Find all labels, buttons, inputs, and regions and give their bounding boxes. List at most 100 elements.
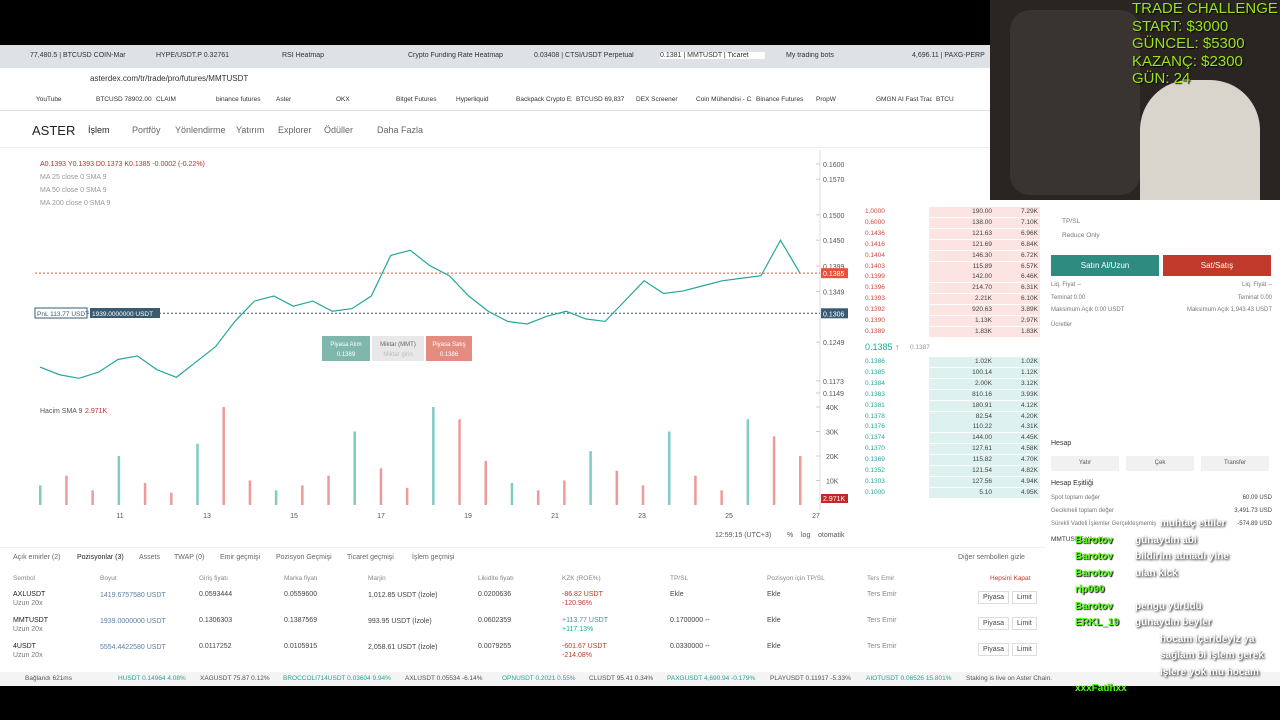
price-tick-label: 0.1450	[823, 238, 845, 245]
position-cell[interactable]: Ekle	[670, 591, 684, 598]
indicator: MA 25 close 0 SMA 9	[40, 174, 107, 181]
bookmark[interactable]: GMGN AI Fast Trade	[876, 96, 932, 103]
position-tab[interactable]: Pozisyonlar (3)	[77, 554, 124, 561]
book-row[interactable]: 1.0000 190.00 7.29K	[855, 207, 1040, 217]
book-row[interactable]: 0.1381 180.91 4.12K	[855, 400, 1040, 411]
nav-item[interactable]: Daha Fazla	[377, 125, 424, 135]
hide-others[interactable]: Diğer sembolleri gizle	[958, 554, 1025, 561]
position-cell[interactable]: Ekle	[767, 591, 781, 598]
bookmark[interactable]: CLAIM	[156, 96, 176, 103]
book-row[interactable]: 0.1369 115.82 4.70K	[855, 455, 1040, 466]
book-price: 0.1303	[865, 477, 885, 485]
position-tab[interactable]: Ticaret geçmişi	[347, 554, 394, 561]
bookmark[interactable]: BTCUSD 78902.00	[96, 96, 152, 103]
bookmark[interactable]: DEX Screener	[636, 96, 678, 103]
position-tab[interactable]: İşlem geçmişi	[412, 554, 455, 561]
tab[interactable]: 4,696.11 | PAXG-PERP	[912, 52, 985, 59]
bookmark[interactable]: binance futures	[216, 96, 261, 103]
size-box	[90, 308, 160, 318]
position-cell[interactable]: Limit	[1012, 591, 1037, 604]
bookmark[interactable]: Backpack Crypto Ex...	[516, 96, 572, 103]
nav-item[interactable]: Yatırım	[236, 125, 265, 135]
book-row[interactable]: 0.1376 110.22 4.31K	[855, 422, 1040, 433]
account-button[interactable]: Transfer	[1201, 456, 1269, 471]
position-cell[interactable]: Ters Emir	[867, 643, 897, 650]
position-cell[interactable]: Ekle	[767, 617, 781, 624]
position-cell[interactable]: Piyasa	[978, 617, 1010, 630]
logo[interactable]: ASTER	[32, 123, 76, 138]
tab[interactable]: HYPE/USDT.P 0.32761	[156, 52, 230, 59]
book-row[interactable]: 0.1386 1.02K 1.02K	[855, 357, 1040, 367]
book-size: 2.21K	[975, 295, 992, 303]
tab[interactable]: My trading bots	[786, 52, 834, 59]
position-tab[interactable]: Emir geçmişi	[220, 554, 261, 561]
nav-item[interactable]: Portföy	[132, 125, 161, 135]
position-cell[interactable]: Limit	[1012, 617, 1037, 630]
book-row[interactable]: 0.1352 121.54 4.82K	[855, 466, 1040, 476]
buy-button[interactable]: Satın Al/Uzun	[1051, 255, 1159, 276]
book-row[interactable]: 0.1404 146.30 6.72K	[855, 250, 1040, 261]
tab[interactable]: 0.1381 | MMTUSDT | Ticaret	[660, 52, 765, 59]
position-cell[interactable]: 0.1700000 --	[670, 617, 710, 624]
tpsl[interactable]: TP/SL	[1062, 218, 1081, 225]
bookmark[interactable]: OKX	[336, 96, 350, 103]
position-tab[interactable]: Açık emirler (2)	[13, 554, 61, 561]
order-info: Teminat 0.00	[1051, 295, 1086, 301]
ticker-item: PLAYUSDT 0.11917 -5.33%	[770, 675, 851, 682]
nav-item[interactable]: Ödüller	[324, 125, 354, 135]
sell-button[interactable]: Sat/Satış	[1163, 255, 1271, 276]
reduce-only[interactable]: Reduce Only	[1062, 232, 1100, 239]
bookmark[interactable]: Coin Mühendisi - C...	[696, 96, 752, 103]
bookmark[interactable]: PropW	[816, 96, 836, 103]
book-row[interactable]: 0.1374 144.00 4.45K	[855, 433, 1040, 444]
book-row[interactable]: 0.1389 1.83K 1.83K	[855, 326, 1040, 337]
bookmark[interactable]: Hyperliquid	[456, 96, 489, 103]
position-cell[interactable]: Piyasa	[978, 643, 1010, 656]
bookmark[interactable]: YouTube	[36, 96, 62, 103]
nav-item[interactable]: Explorer	[278, 125, 312, 135]
position-cell[interactable]: Ters Emir	[867, 617, 897, 624]
account-button[interactable]: Yatır	[1051, 456, 1119, 471]
bookmark[interactable]: Binance Futures	[756, 96, 804, 103]
book-row[interactable]: 0.1416 121.69 6.84K	[855, 239, 1040, 250]
book-size: 1.02K	[975, 358, 992, 365]
book-row[interactable]: 0.1392 920.63 3.89K	[855, 305, 1040, 316]
tab[interactable]: RSI Heatmap	[282, 52, 325, 59]
tab[interactable]: Crypto Funding Rate Heatmap	[408, 52, 503, 59]
position-cell[interactable]: Piyasa	[978, 591, 1010, 604]
challenge-line: GÜN: 24	[1132, 70, 1191, 87]
position-tab[interactable]: Pozisyon Geçmişi	[276, 554, 332, 561]
bookmark[interactable]: BTCUSD 69,837	[576, 96, 625, 103]
position-cell[interactable]: Ters Emir	[867, 591, 897, 598]
book-row[interactable]: 0.1396 214.70 6.31K	[855, 283, 1040, 294]
bookmark[interactable]: Aster	[276, 96, 292, 103]
position-tab[interactable]: TWAP (0)	[174, 554, 205, 561]
nav-item[interactable]: Yönlendirme	[175, 125, 226, 135]
account-button[interactable]: Çek	[1126, 456, 1194, 471]
book-size: 214.70	[972, 284, 992, 292]
book-row[interactable]: 0.1403 115.89 6.57K	[855, 261, 1040, 272]
book-row[interactable]: 0.1436 121.63 6.96K	[855, 228, 1040, 239]
book-row[interactable]: 0.1378 82.54 4.20K	[855, 411, 1040, 422]
book-price: 0.1370	[865, 445, 885, 453]
book-row[interactable]: 0.1393 2.21K 6.10K	[855, 294, 1040, 305]
position-cell[interactable]: Ekle	[767, 643, 781, 650]
book-row[interactable]: 0.1383 810.16 3.93K	[855, 389, 1040, 400]
book-row[interactable]: 0.1303 127.56 4.94K	[855, 476, 1040, 487]
tab[interactable]: 0.03408 | CTSI/USDT Perpetual	[534, 52, 634, 59]
book-row[interactable]: 0.6000 138.00 7.10K	[855, 217, 1040, 228]
book-row[interactable]: 0.1384 2.00K 3.12K	[855, 378, 1040, 389]
position-cell[interactable]: Limit	[1012, 643, 1037, 656]
book-row[interactable]: 0.1370 127.61 4.58K	[855, 444, 1040, 455]
url[interactable]: asterdex.com/tr/trade/pro/futures/MMTUSD…	[90, 74, 249, 83]
book-row[interactable]: 0.1399 142.00 6.46K	[855, 272, 1040, 283]
tab[interactable]: 77,480.5 | BTCUSD COIN-Mar	[30, 52, 126, 59]
bookmark[interactable]: Bitget Futures	[396, 96, 437, 103]
book-row[interactable]: 0.1390 1.13K 2.97K	[855, 316, 1040, 326]
nav-item[interactable]: İşlem	[88, 125, 110, 135]
position-cell[interactable]: 0.0330000 --	[670, 643, 710, 650]
book-row[interactable]: 0.1385 100.14 1.12K	[855, 367, 1040, 378]
book-row[interactable]: 0.1000 5.10 4.95K	[855, 487, 1040, 498]
bookmark[interactable]: BTCU	[936, 96, 954, 103]
position-tab[interactable]: Assets	[139, 554, 161, 561]
